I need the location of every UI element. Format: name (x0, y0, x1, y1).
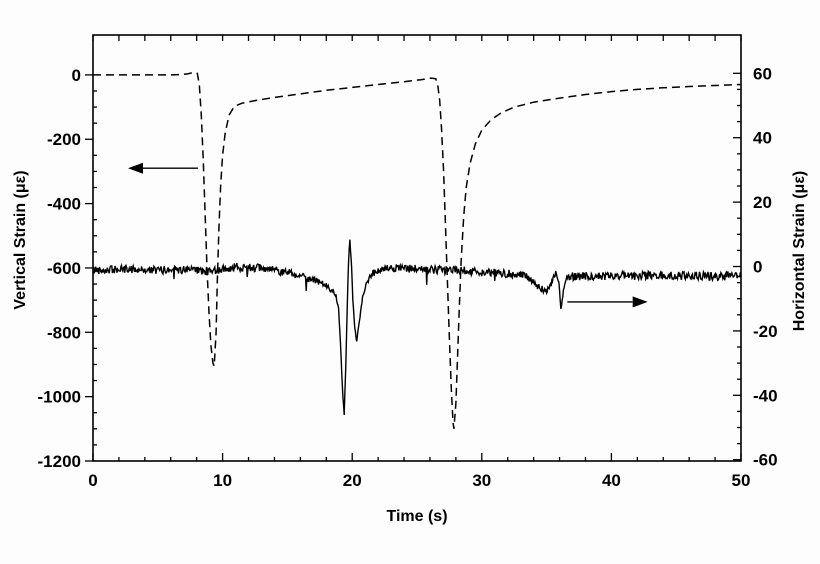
x-tick-label: 30 (472, 471, 491, 490)
right-axis-title: Horizontal Strain (με) (791, 170, 808, 332)
x-tick-label: 50 (732, 471, 751, 490)
x-tick-label: 10 (213, 471, 232, 490)
left-axis-title: Vertical Strain (με) (12, 170, 29, 310)
horizontal-strain-curve (92, 239, 742, 416)
vertical-strain-curve (93, 71, 742, 429)
right-arrow-head-icon (632, 296, 648, 308)
left-tick-label: -1000 (38, 388, 81, 407)
left-tick-label: -200 (47, 130, 81, 149)
left-arrow-head-icon (127, 162, 143, 174)
right-tick-label: -60 (753, 451, 778, 470)
left-tick-label: -600 (47, 259, 81, 278)
left-tick-label: -400 (47, 195, 81, 214)
x-axis-title: Time (s) (386, 508, 448, 525)
right-tick-label: 20 (753, 193, 772, 212)
right-tick-label: 40 (753, 129, 772, 148)
x-tick-label: 40 (602, 471, 621, 490)
right-tick-label: 60 (753, 64, 772, 83)
x-tick-label: 0 (88, 471, 97, 490)
right-tick-label: -40 (753, 386, 778, 405)
left-tick-label: -800 (47, 323, 81, 342)
plot-frame (92, 34, 742, 462)
x-tick-label: 20 (343, 471, 362, 490)
right-tick-label: 0 (753, 258, 762, 277)
left-tick-label: -1200 (38, 452, 81, 471)
left-tick-label: 0 (72, 66, 81, 85)
right-tick-label: -20 (753, 322, 778, 341)
